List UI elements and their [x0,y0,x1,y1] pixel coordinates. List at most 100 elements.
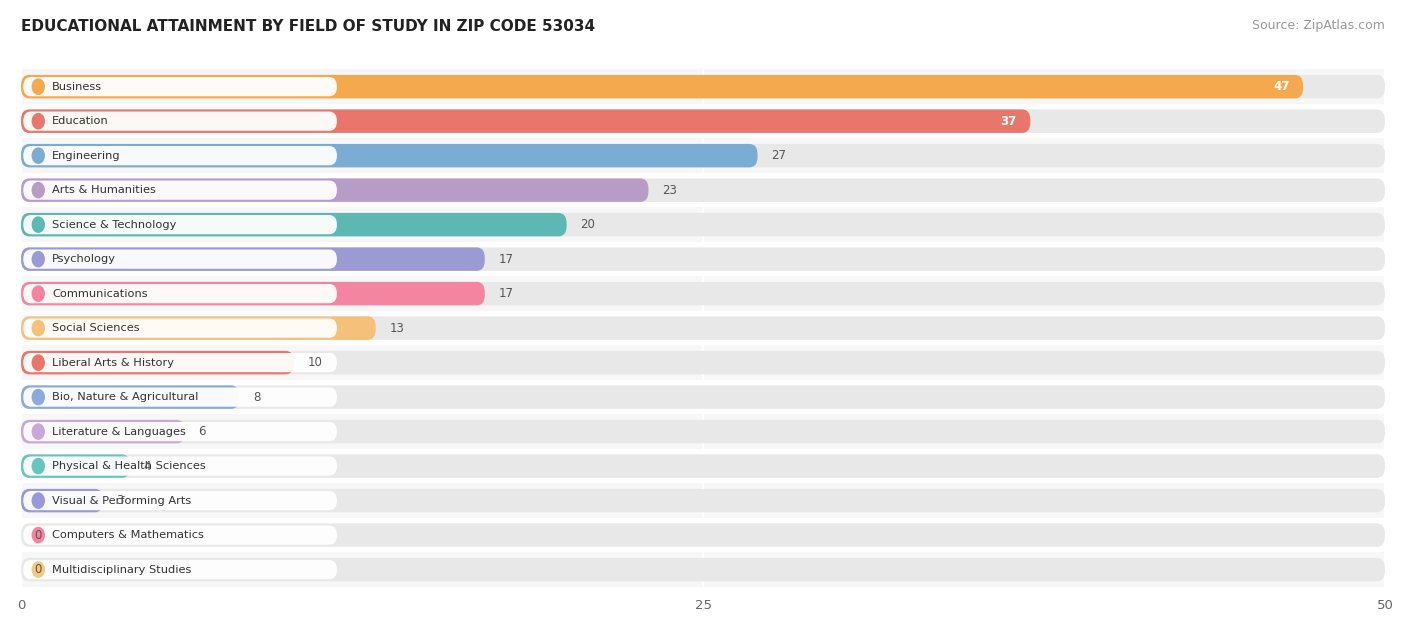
FancyBboxPatch shape [21,489,103,512]
FancyBboxPatch shape [21,138,1385,173]
FancyBboxPatch shape [21,483,1385,518]
FancyBboxPatch shape [21,75,1303,98]
Text: Computers & Mathematics: Computers & Mathematics [52,530,204,540]
FancyBboxPatch shape [24,284,337,304]
Text: Psychology: Psychology [52,254,115,264]
Circle shape [32,182,44,198]
Text: Multidisciplinary Studies: Multidisciplinary Studies [52,565,191,575]
FancyBboxPatch shape [21,247,485,271]
Text: Science & Technology: Science & Technology [52,220,176,230]
FancyBboxPatch shape [21,345,1385,380]
FancyBboxPatch shape [24,353,337,372]
Circle shape [32,528,44,543]
Circle shape [32,114,44,129]
Text: Physical & Health Sciences: Physical & Health Sciences [52,461,205,471]
Text: Social Sciences: Social Sciences [52,323,139,333]
Text: 8: 8 [253,391,260,404]
FancyBboxPatch shape [21,454,1385,478]
FancyBboxPatch shape [21,109,1031,133]
Text: Business: Business [52,81,103,91]
Text: 0: 0 [35,563,42,576]
Text: 20: 20 [581,218,595,231]
FancyBboxPatch shape [21,144,1385,167]
FancyBboxPatch shape [24,560,337,579]
FancyBboxPatch shape [21,380,1385,415]
FancyBboxPatch shape [21,351,1385,374]
FancyBboxPatch shape [21,386,239,409]
FancyBboxPatch shape [21,104,1385,138]
FancyBboxPatch shape [21,420,1385,444]
FancyBboxPatch shape [24,146,337,165]
Text: 0: 0 [35,529,42,541]
Text: 10: 10 [308,356,322,369]
Text: Visual & Performing Arts: Visual & Performing Arts [52,495,191,505]
Text: Liberal Arts & History: Liberal Arts & History [52,358,174,368]
FancyBboxPatch shape [21,415,1385,449]
Circle shape [32,355,44,370]
FancyBboxPatch shape [21,208,1385,242]
FancyBboxPatch shape [21,144,758,167]
Circle shape [32,217,44,232]
FancyBboxPatch shape [21,213,1385,237]
FancyBboxPatch shape [21,213,567,237]
Text: Literature & Languages: Literature & Languages [52,427,186,437]
Circle shape [32,459,44,474]
Text: Education: Education [52,116,108,126]
Circle shape [32,148,44,163]
FancyBboxPatch shape [24,77,337,97]
Circle shape [32,252,44,267]
FancyBboxPatch shape [21,386,1385,409]
Circle shape [32,321,44,336]
FancyBboxPatch shape [24,112,337,131]
FancyBboxPatch shape [21,351,294,374]
FancyBboxPatch shape [21,69,1385,104]
FancyBboxPatch shape [21,558,1385,581]
Circle shape [32,493,44,508]
FancyBboxPatch shape [24,422,337,441]
FancyBboxPatch shape [21,316,1385,340]
FancyBboxPatch shape [21,173,1385,208]
Text: 17: 17 [499,252,513,266]
Text: 3: 3 [117,494,124,507]
FancyBboxPatch shape [21,523,1385,547]
Text: Communications: Communications [52,288,148,298]
Text: 37: 37 [1001,115,1017,127]
FancyBboxPatch shape [21,109,1385,133]
Text: 23: 23 [662,184,676,197]
Circle shape [32,562,44,577]
FancyBboxPatch shape [24,387,337,407]
FancyBboxPatch shape [21,179,648,202]
FancyBboxPatch shape [21,282,1385,305]
Text: Bio, Nature & Agricultural: Bio, Nature & Agricultural [52,392,198,402]
FancyBboxPatch shape [24,180,337,200]
FancyBboxPatch shape [21,449,1385,483]
Text: 47: 47 [1272,80,1289,93]
FancyBboxPatch shape [24,215,337,234]
FancyBboxPatch shape [21,552,1385,587]
FancyBboxPatch shape [21,518,1385,552]
Circle shape [32,424,44,439]
Text: 27: 27 [772,149,786,162]
FancyBboxPatch shape [24,526,337,545]
FancyBboxPatch shape [21,282,485,305]
Text: 4: 4 [143,459,152,473]
Text: Source: ZipAtlas.com: Source: ZipAtlas.com [1251,19,1385,32]
Text: 17: 17 [499,287,513,300]
FancyBboxPatch shape [21,242,1385,276]
FancyBboxPatch shape [21,420,184,444]
FancyBboxPatch shape [24,456,337,476]
FancyBboxPatch shape [21,489,1385,512]
Circle shape [32,79,44,94]
FancyBboxPatch shape [24,491,337,510]
FancyBboxPatch shape [24,319,337,338]
FancyBboxPatch shape [21,316,375,340]
Circle shape [32,389,44,404]
FancyBboxPatch shape [21,311,1385,345]
Text: Engineering: Engineering [52,151,121,161]
Text: EDUCATIONAL ATTAINMENT BY FIELD OF STUDY IN ZIP CODE 53034: EDUCATIONAL ATTAINMENT BY FIELD OF STUDY… [21,19,595,34]
Text: 13: 13 [389,322,404,334]
FancyBboxPatch shape [24,249,337,269]
FancyBboxPatch shape [21,179,1385,202]
Text: Arts & Humanities: Arts & Humanities [52,185,156,195]
FancyBboxPatch shape [21,454,131,478]
